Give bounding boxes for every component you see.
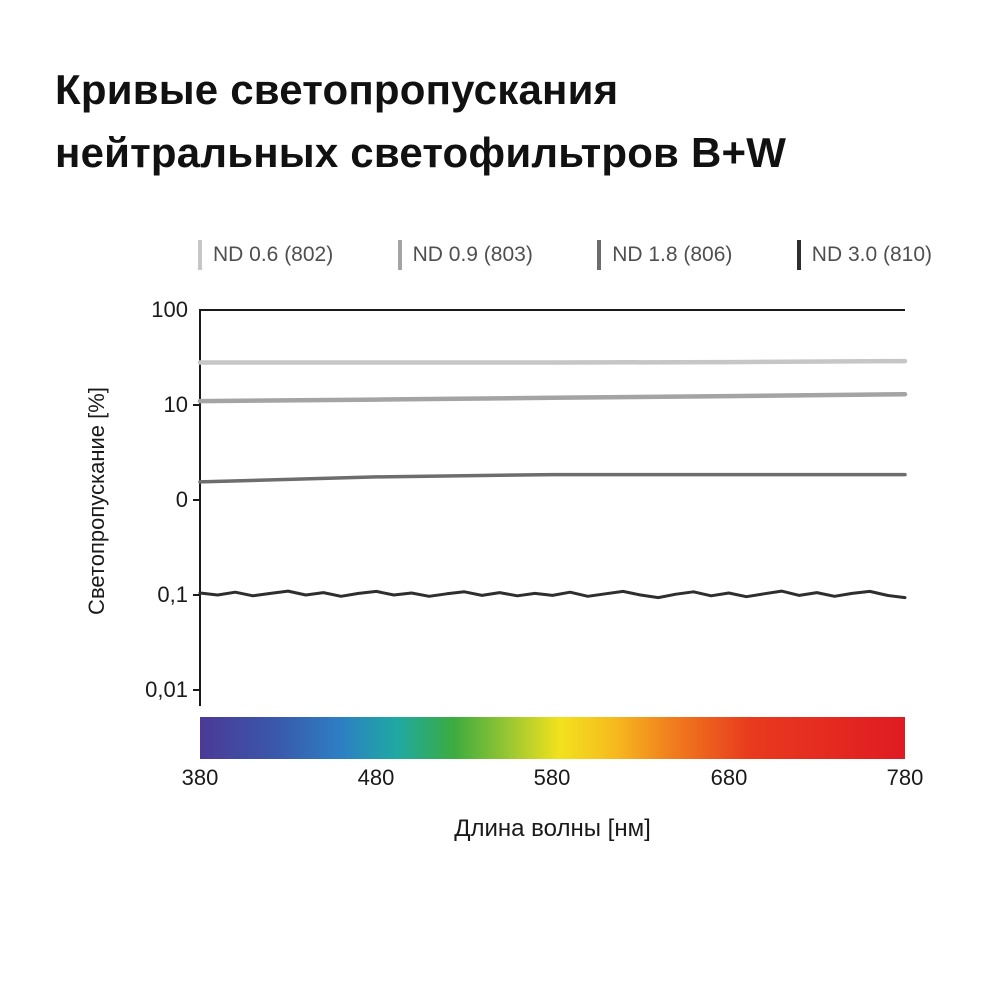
legend-label-nd30: ND 3.0 (810) bbox=[811, 243, 932, 266]
legend-item-nd18: ND 1.8 (806) bbox=[597, 240, 732, 270]
legend-label-nd09: ND 0.9 (803) bbox=[412, 243, 533, 266]
y-tick-label-100: 100 bbox=[151, 297, 188, 322]
x-tick-label-380: 380 bbox=[181, 765, 219, 790]
y-tick-label-0-01: 0,01 bbox=[145, 677, 188, 702]
y-axis-title: Светопропускание [%] bbox=[84, 387, 109, 615]
wavelength-spectrum-bar bbox=[200, 717, 905, 759]
chart-title: Кривые светопропускания нейтральных свет… bbox=[55, 58, 955, 184]
legend-color-bar-nd09 bbox=[397, 240, 402, 270]
y-tick-label-0-1: 0,1 bbox=[157, 582, 188, 607]
legend-color-bar-nd30 bbox=[796, 240, 801, 270]
legend-item-nd30: ND 3.0 (810) bbox=[796, 240, 932, 270]
legend-color-bar-nd06 bbox=[198, 240, 202, 270]
x-tick-label-680: 680 bbox=[710, 765, 748, 790]
x-axis-title: Длина волны [нм] bbox=[454, 815, 651, 842]
legend-label-nd06: ND 0.6 (802) bbox=[213, 243, 334, 266]
legend-item-nd06: ND 0.6 (802) bbox=[198, 240, 333, 270]
legend: ND 0.6 (802) ND 0.9 (803) ND 1.8 (806) N… bbox=[198, 240, 932, 270]
legend-item-nd09: ND 0.9 (803) bbox=[397, 240, 533, 270]
series-line-3 bbox=[198, 589, 907, 600]
series-line-2 bbox=[198, 472, 907, 484]
x-tick-label-780: 780 bbox=[886, 765, 924, 790]
series-line-1 bbox=[197, 391, 908, 404]
x-tick-label-480: 480 bbox=[357, 765, 395, 790]
legend-label-nd18: ND 1.8 (806) bbox=[612, 243, 733, 266]
x-tick-label-580: 580 bbox=[533, 765, 571, 790]
legend-color-bar-nd18 bbox=[597, 240, 602, 270]
y-tick-label-1: 0 bbox=[175, 487, 188, 512]
chart-title-line2: нейтральных светофильтров B+W bbox=[55, 129, 787, 176]
chart-title-line1: Кривые светопропускания bbox=[55, 66, 619, 113]
series-lines bbox=[197, 358, 908, 600]
y-tick-label-10: 10 bbox=[163, 392, 188, 417]
series-line-0 bbox=[197, 358, 908, 365]
